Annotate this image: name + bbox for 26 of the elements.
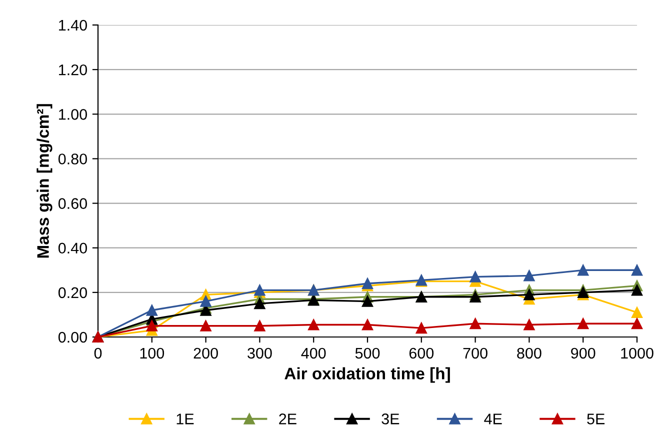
legend-label: 1E xyxy=(176,414,194,424)
x-tick-label: 300 xyxy=(248,348,272,359)
y-tick-label: 0.40 xyxy=(58,242,87,254)
y-axis-title: Mass gain [mg/cm²] xyxy=(36,104,52,258)
y-tick-label: 1.20 xyxy=(59,64,87,76)
y-tick-label: 1.40 xyxy=(59,20,87,31)
x-tick-label: 900 xyxy=(571,348,596,359)
x-tick-label: 700 xyxy=(463,348,488,359)
legend-label: 5E xyxy=(587,414,605,424)
x-tick-label: 0 xyxy=(94,348,102,359)
x-tick-label: 1000 xyxy=(621,348,654,359)
legend-label: 3E xyxy=(382,414,400,424)
x-tick-label: 800 xyxy=(517,348,542,359)
y-tick-label: 0.60 xyxy=(58,198,87,209)
x-axis-title: Air oxidation time [h] xyxy=(284,367,450,383)
legend-label: 4E xyxy=(484,414,502,424)
x-tick-label: 200 xyxy=(194,348,218,359)
x-tick-label: 500 xyxy=(355,348,380,359)
y-tick-label: 0.20 xyxy=(58,287,87,298)
y-tick-label: 0.00 xyxy=(58,332,87,343)
x-tick-label: 600 xyxy=(409,348,434,359)
x-tick-label: 100 xyxy=(140,348,164,359)
y-tick-label: 1.00 xyxy=(59,109,87,120)
legend-label: 2E xyxy=(279,414,296,424)
x-tick-label: 400 xyxy=(301,348,326,359)
y-tick-label: 0.80 xyxy=(58,154,87,164)
